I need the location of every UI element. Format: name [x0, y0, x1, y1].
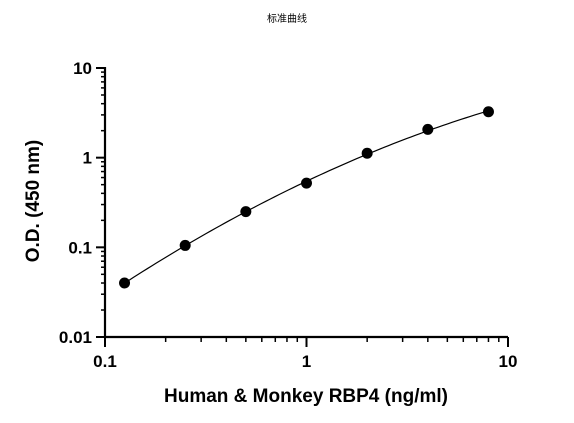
- y-axis-label: O.D. (450 nm): [23, 140, 44, 262]
- y-tick-label: 0.01: [59, 328, 92, 347]
- x-axis-label: Human & Monkey RBP4 (ng/ml): [164, 386, 448, 407]
- chart-title: 标准曲线: [267, 12, 307, 25]
- x-tick-label: 1: [302, 352, 311, 371]
- data-point: [422, 123, 434, 135]
- x-tick-label: 10: [499, 352, 518, 371]
- y-tick-label: 1: [83, 149, 92, 168]
- y-tick-label: 0.1: [68, 238, 92, 257]
- fit-curve: [124, 110, 489, 284]
- data-point: [240, 206, 252, 218]
- x-tick-label: 0.1: [93, 352, 117, 371]
- data-point: [119, 277, 131, 289]
- data-point: [482, 106, 494, 118]
- data-point: [301, 177, 312, 189]
- y-tick-label: 10: [73, 59, 92, 78]
- data-point: [179, 239, 191, 251]
- data-point: [361, 147, 373, 159]
